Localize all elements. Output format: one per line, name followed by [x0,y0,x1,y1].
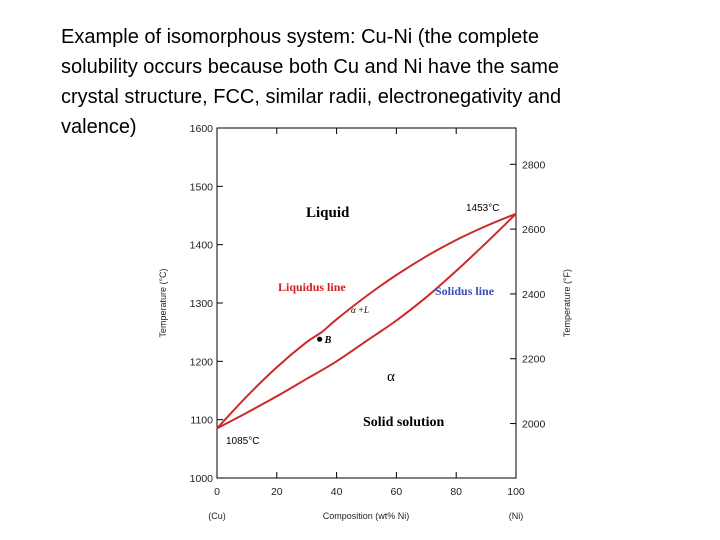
y2-tick-label: 2800 [522,159,546,171]
liquidus-line-label: Liquidus line [278,280,346,294]
y2-tick-label: 2400 [522,289,546,301]
label-liquid: Liquid [306,205,350,221]
solidus-line-label: Solidus line [435,284,495,298]
y-tick-label: 1100 [190,415,213,427]
x-tick-label: 40 [331,486,343,498]
caption-line-4: valence) [61,116,137,138]
caption-text: Example of isomorphous system: Cu-Ni (th… [61,22,681,142]
x-tick-label: 0 [214,486,220,498]
caption-line-1: Example of isomorphous system: Cu-Ni (th… [61,26,539,48]
point-b-marker [317,336,323,342]
x-tick-label: 20 [271,486,283,498]
x-axis-label: Composition (wt% Ni) [323,511,410,521]
point-b-label: B [324,335,332,346]
y-tick-label: 1400 [190,240,214,252]
x-tick-label: 100 [507,486,525,498]
y-tick-label: 1600 [190,123,214,135]
caption-line-3: crystal structure, FCC, similar radii, e… [61,86,562,108]
solidus-curve [216,213,517,430]
x-end-label-cu: (Cu) [208,511,226,521]
caption-line-2: solubility occurs because both Cu and Ni… [61,56,560,78]
x-tick-label: 80 [450,486,462,498]
label-melt-ni: 1453°C [466,203,499,214]
x-axis-ticks: 0 20 40 60 80 100 [214,128,525,498]
y-axis-label: Temperature (°C) [158,268,168,337]
y2-tick-label: 2200 [522,354,546,366]
x-tick-label: 60 [391,486,403,498]
y2-axis-ticks: 2000 2200 2400 2600 2800 [510,159,546,431]
y-tick-label: 1200 [190,356,214,368]
label-solid-solution: Solid solution [363,415,445,430]
label-alpha-plus-l: α +L [351,305,369,315]
y2-tick-label: 2000 [522,419,546,431]
x-end-label-ni: (Ni) [509,511,524,521]
y-tick-label: 1000 [190,473,214,485]
y-axis-ticks: 1000 1100 1200 1300 1400 1500 1600 [190,123,223,485]
liquidus-curve [216,212,517,430]
label-alpha: α [387,369,395,385]
y2-axis-label: Temperature (°F) [562,269,572,337]
label-melt-cu: 1085°C [226,436,259,447]
y-tick-label: 1500 [190,181,214,193]
y-tick-label: 1300 [190,298,214,310]
y2-tick-label: 2600 [522,224,546,236]
